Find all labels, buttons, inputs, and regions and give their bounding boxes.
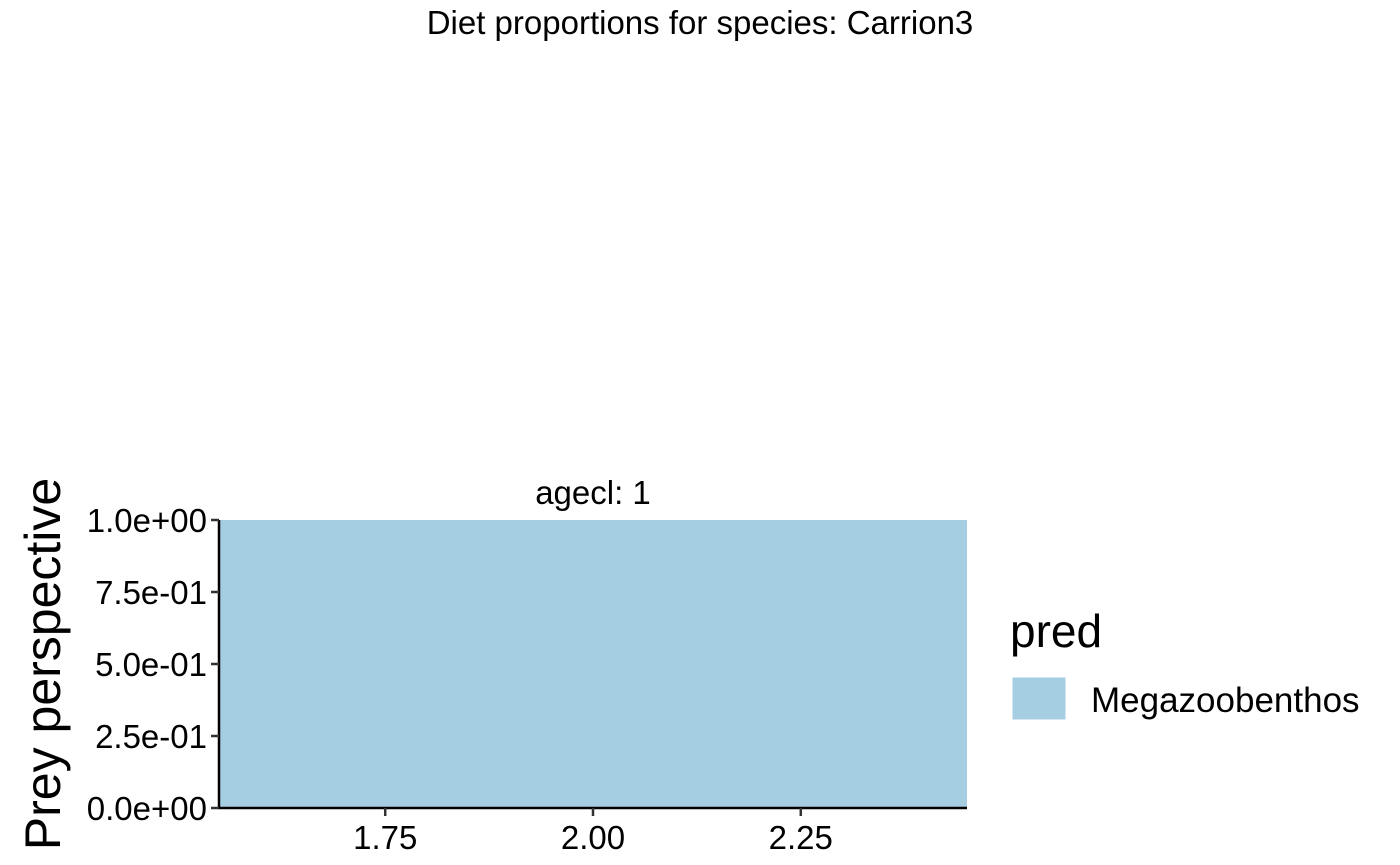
y-tick-label: 2.5e-01 (95, 718, 207, 755)
axes: 0.0e+00 2.5e-01 5.0e-01 7.5e-01 1.0e+00 1.75 2… (87, 502, 967, 856)
area-series-0 (219, 520, 967, 808)
y-tick-label: 7.5e-01 (95, 574, 207, 611)
legend-title: pred (1010, 605, 1102, 657)
chart-title: Diet proportions for species: Carrion3 (427, 4, 974, 41)
y-tick-label: 1.0e+00 (87, 502, 207, 539)
legend: pred Megazoobenthos (1010, 605, 1360, 721)
y-axis-label: Prey perspective (15, 478, 71, 850)
y-tick-label: 5.0e-01 (95, 646, 207, 683)
x-tick-label: 2.00 (561, 819, 625, 856)
x-tick-label: 1.75 (353, 819, 417, 856)
x-tick-label: 2.25 (769, 819, 833, 856)
legend-entry-label: Megazoobenthos (1091, 681, 1360, 720)
legend-swatch (1011, 676, 1067, 721)
y-tick-label: 0.0e+00 (87, 790, 207, 827)
plot-panel (219, 520, 967, 808)
facet-strip-label: agecl: 1 (535, 474, 651, 511)
